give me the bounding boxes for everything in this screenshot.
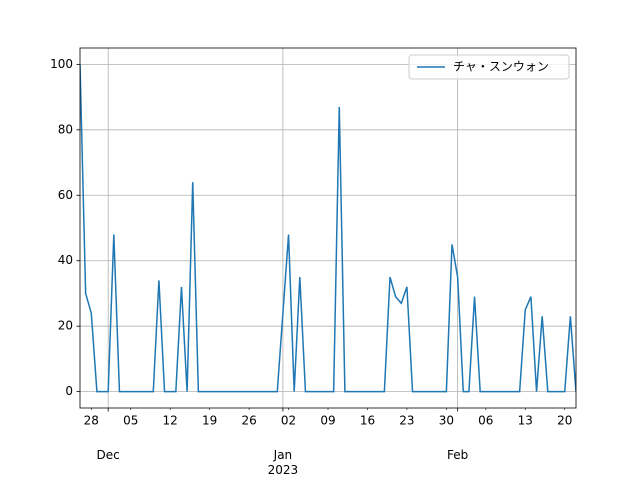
x-major-label: Jan 2023 — [267, 448, 299, 477]
x-tick-label: 20 — [557, 414, 572, 428]
x-tick-label: 05 — [123, 414, 138, 428]
x-major-label: Feb — [447, 448, 469, 462]
x-tick-label: 06 — [478, 414, 493, 428]
x-tick-label: 02 — [281, 414, 296, 428]
x-tick-label: 09 — [320, 414, 335, 428]
axes-frame — [79, 47, 577, 409]
y-tick-label: 0 — [65, 384, 73, 398]
x-tick-label: 28 — [84, 414, 99, 428]
x-tick-label: 19 — [202, 414, 217, 428]
x-tick-label: 16 — [360, 414, 375, 428]
y-tick-label: 80 — [58, 122, 73, 136]
x-tick-label: 26 — [241, 414, 256, 428]
x-tick-label: 13 — [518, 414, 533, 428]
x-tick-label: 30 — [439, 414, 454, 428]
x-tick-label: 12 — [163, 414, 178, 428]
legend-label: チャ・スンウォン — [453, 60, 549, 74]
series-line — [80, 64, 576, 393]
x-tick-label: 23 — [399, 414, 414, 428]
y-tick-label: 60 — [58, 188, 73, 202]
y-tick-label: 100 — [50, 57, 73, 71]
x-major-label: Dec — [96, 448, 120, 462]
legend-box — [408, 54, 570, 80]
y-tick-label: 40 — [58, 253, 73, 267]
y-tick-label: 20 — [58, 319, 73, 333]
